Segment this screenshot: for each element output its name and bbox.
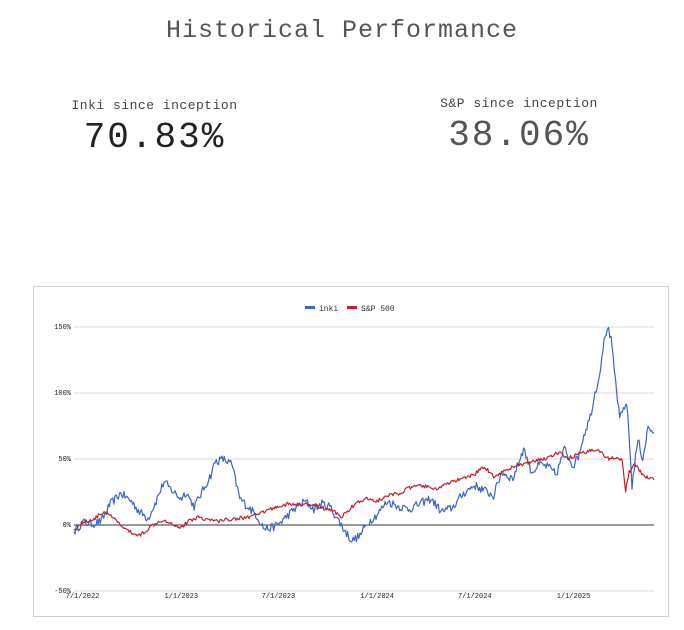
legend-swatch-sp: [347, 306, 357, 309]
y-tick-label: 150%: [54, 324, 72, 332]
y-tick-label: -50%: [54, 588, 72, 596]
x-tick-label: 7/1/2023: [262, 593, 296, 601]
inki-stat: Inki since inception 70.83%: [62, 98, 247, 158]
y-tick-label: 50%: [58, 456, 71, 464]
chart-series: [73, 326, 655, 543]
y-tick-label: 0%: [63, 522, 72, 530]
x-tick-label: 7/1/2024: [458, 593, 492, 601]
series-line-sp: [73, 448, 655, 537]
chart-ticks: 150% 100% 50% 0% -50%7/1/2022 1/1/2023 7/1/202…: [54, 324, 590, 601]
x-tick-label: 7/1/2022: [66, 593, 100, 601]
legend-swatch-inki: [305, 306, 315, 309]
x-tick-label: 1/1/2023: [165, 593, 199, 601]
inki-stat-value: 70.83%: [83, 117, 226, 158]
sp-stat: S&P since inception 38.06%: [434, 96, 604, 156]
chart-legend: inki S&P 500: [305, 305, 395, 314]
legend-label-inki: inki: [319, 305, 338, 314]
chart-grid: [74, 326, 654, 592]
series-line-inki: [73, 326, 655, 543]
inki-stat-label: Inki since inception: [71, 98, 238, 113]
page-title: Historical Performance: [165, 16, 519, 45]
x-tick-label: 1/1/2025: [557, 593, 591, 601]
performance-chart: 150% 100% 50% 0% -50% 7/1/2022 1/1/2023 7/1/202…: [33, 286, 669, 617]
legend-label-sp: S&P 500: [361, 305, 395, 314]
sp-stat-value: 38.06%: [448, 115, 590, 156]
chart-canvas: 150% 100% 50% 0% -50%7/1/2022 1/1/2023 7/1/202…: [54, 305, 655, 601]
sp-stat-label: S&P since inception: [440, 96, 598, 111]
y-tick-label: 100%: [54, 390, 72, 398]
x-tick-label: 1/1/2024: [360, 593, 394, 601]
